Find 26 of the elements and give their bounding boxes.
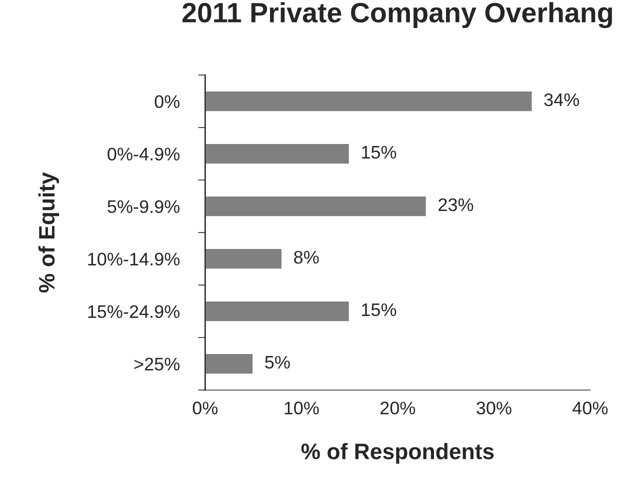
chart-title: 2011 Private Company Overhang — [182, 2, 612, 28]
data-label: 8% — [294, 250, 319, 264]
data-label: 15% — [362, 146, 396, 159]
bar — [205, 90, 534, 112]
x-axis-title: % of Respondents — [301, 442, 494, 464]
x-tick-label: 30% — [476, 402, 512, 414]
bar — [205, 352, 254, 375]
y-tick-label: 0% — [154, 95, 180, 108]
data-label: 5% — [265, 356, 290, 369]
y-tick-label: 10%-14.9% — [88, 252, 180, 266]
y-tick-label: 5%-9.9% — [108, 200, 180, 214]
bar — [205, 195, 428, 218]
y-tick-label: 15%-24.9% — [88, 305, 180, 318]
x-tick-label: 40% — [572, 402, 608, 414]
bar — [205, 300, 350, 322]
x-tick-label: 20% — [380, 402, 416, 414]
y-axis-title: % of Equity — [38, 172, 60, 292]
bar — [205, 142, 350, 165]
data-label: 23% — [438, 198, 474, 212]
x-tick-label: 0% — [192, 402, 218, 414]
data-label: 15% — [362, 303, 396, 316]
y-tick-label: >25% — [134, 358, 180, 371]
data-label: 34% — [544, 93, 580, 106]
x-tick-label: 10% — [284, 402, 319, 414]
bar — [205, 248, 283, 270]
y-tick-label: 0%-4.9% — [108, 148, 180, 161]
